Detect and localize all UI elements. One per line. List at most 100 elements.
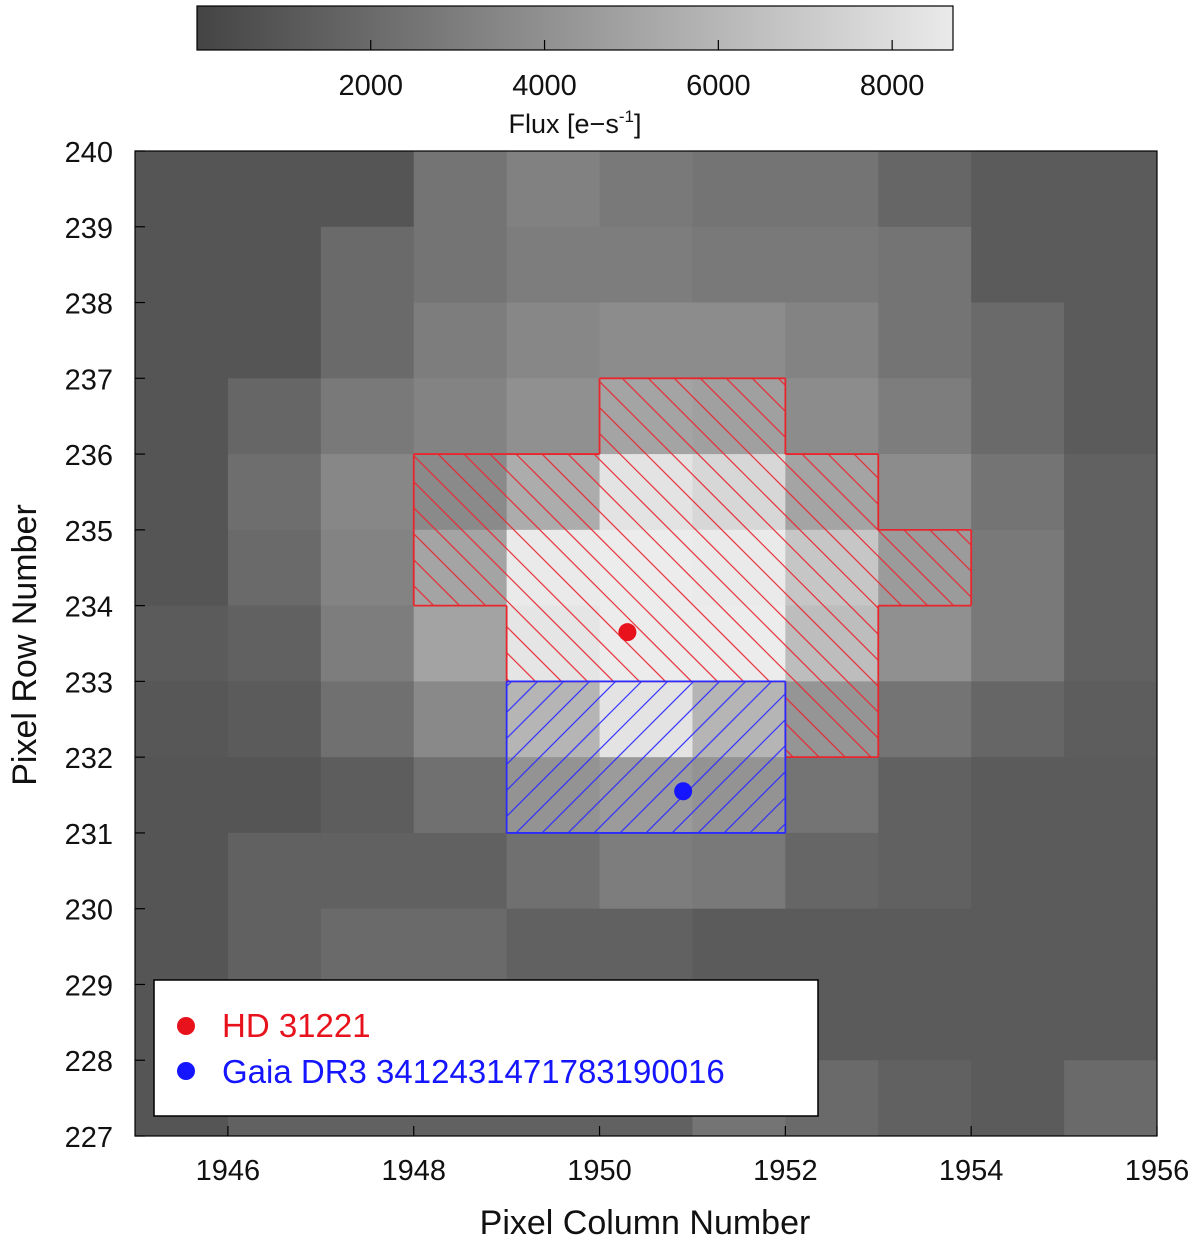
heatmap-cell [135, 832, 229, 910]
heatmap-cell [227, 378, 322, 455]
heatmap-cell [599, 605, 694, 682]
x-tick-label: 1950 [567, 1155, 632, 1187]
heatmap-cell [1064, 605, 1157, 682]
heatmap-cell [506, 226, 601, 304]
heatmap-cell [227, 454, 322, 531]
heatmap-cell [785, 757, 879, 834]
heatmap-cell [971, 529, 1065, 607]
heatmap-cell [413, 151, 508, 228]
heatmap-cell [1064, 529, 1157, 607]
legend-marker-gaia [177, 1062, 195, 1080]
legend-label-gaia: Gaia DR3 3412431471783190016 [222, 1053, 725, 1090]
heatmap-cell [227, 681, 322, 758]
x-tick-label: 1954 [939, 1155, 1004, 1187]
colorbar-tick-label: 4000 [512, 70, 577, 102]
heatmap-cell [320, 454, 415, 531]
heatmap-cell [1064, 151, 1157, 228]
heatmap-cell [506, 832, 601, 910]
heatmap-cell [785, 908, 879, 986]
star-marker [618, 623, 637, 642]
y-tick-label: 233 [65, 667, 113, 699]
heatmap-cell [320, 757, 415, 834]
heatmap-cell [1064, 908, 1157, 986]
colorbar-tick-label: 6000 [686, 70, 751, 102]
heatmap-cell [785, 454, 879, 531]
heatmap-cell [413, 378, 508, 455]
heatmap-cell [320, 832, 415, 910]
heatmap-cell [506, 605, 601, 682]
legend-marker-hd-31221 [177, 1017, 195, 1035]
x-tick-label: 1948 [381, 1155, 446, 1187]
heatmap-cell [971, 908, 1065, 986]
heatmap-cell [971, 302, 1065, 379]
y-tick-label: 234 [65, 592, 113, 624]
y-tick-label: 240 [65, 137, 113, 169]
heatmap-cell [599, 454, 694, 531]
heatmap-cell [971, 226, 1065, 304]
heatmap-cell [878, 302, 972, 379]
heatmap-cell [135, 529, 229, 607]
heatmap-cell [599, 529, 694, 607]
heatmap-cell [971, 378, 1065, 455]
heatmap-cell [692, 151, 786, 228]
heatmap-cell [320, 605, 415, 682]
x-ticks: 1946 1948 1950 1952 1954 1956 [196, 1126, 1190, 1187]
heatmap-cell [599, 378, 694, 455]
x-tick-label: 1956 [1125, 1155, 1190, 1187]
y-axis-label: Pixel Row Number [6, 504, 44, 786]
heatmap-cell [413, 454, 508, 531]
heatmap-cell [878, 378, 972, 455]
y-tick-label: 230 [65, 895, 113, 927]
heatmap-cell [785, 378, 879, 455]
y-ticks: 227 228 229 230 231 232 233 234 235 236 237 238 239 2… [65, 137, 145, 1154]
heatmap-cell [785, 151, 879, 228]
heatmap-cell [599, 226, 694, 304]
heatmap-cell [227, 151, 322, 228]
heatmap-cell [413, 757, 508, 834]
heatmap-cell [135, 378, 229, 455]
heatmap-cell [878, 757, 972, 834]
heatmap-cell [413, 832, 508, 910]
heatmap-cell [413, 226, 508, 304]
heatmap-cell [320, 151, 415, 228]
y-tick-label: 229 [65, 970, 113, 1002]
colorbar-ticks: 2000 4000 6000 8000 [338, 40, 924, 102]
heatmap-cell [413, 302, 508, 379]
y-tick-label: 238 [65, 289, 113, 321]
y-tick-label: 239 [65, 213, 113, 245]
heatmap-cell [227, 832, 322, 910]
heatmap-cell [506, 151, 601, 228]
heatmap-cell [878, 681, 972, 758]
heatmap-cell [135, 605, 229, 682]
y-tick-label: 228 [65, 1046, 113, 1078]
heatmap-cell [1064, 378, 1157, 455]
heatmap-cell [785, 226, 879, 304]
heatmap-cell [971, 984, 1065, 1061]
heatmap-cell [971, 757, 1065, 834]
heatmap-cell [692, 832, 786, 910]
heatmap-cell [135, 151, 229, 228]
heatmap-cell [135, 681, 229, 758]
heatmap-cell [1064, 984, 1157, 1061]
heatmap-cell [506, 908, 601, 986]
heatmap-cells [135, 151, 1157, 1136]
legend-label-hd-31221: HD 31221 [222, 1007, 371, 1044]
aperture [505, 680, 787, 834]
heatmap-cell [227, 302, 322, 379]
heatmap-cell [227, 226, 322, 304]
heatmap-cell [599, 302, 694, 379]
heatmap-cell [135, 908, 229, 986]
heatmap-cell [320, 378, 415, 455]
heatmap-cell [971, 151, 1065, 228]
heatmap-cell [971, 605, 1065, 682]
y-tick-label: 237 [65, 364, 113, 396]
heatmap-cell [878, 984, 972, 1061]
heatmap-cell [320, 681, 415, 758]
y-tick-label: 235 [65, 516, 113, 548]
star-marker [674, 782, 693, 801]
heatmap-cell [227, 529, 322, 607]
legend-box [153, 979, 819, 1117]
heatmap-cell [413, 529, 508, 607]
colorbar: 2000 4000 6000 8000 Flux [e−s-1] [196, 5, 954, 139]
heatmap-cell [506, 378, 601, 455]
